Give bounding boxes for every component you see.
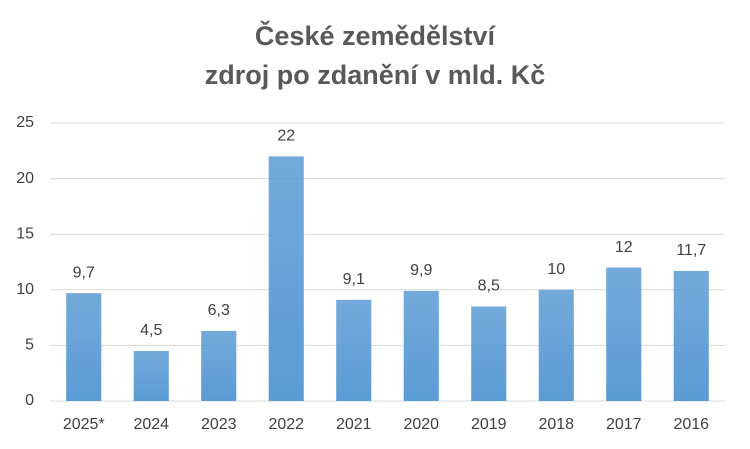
x-tick-label: 2017 bbox=[606, 416, 642, 433]
y-tick-label: 20 bbox=[16, 170, 34, 187]
x-tick-label: 2024 bbox=[133, 416, 169, 433]
y-tick-label: 10 bbox=[16, 281, 34, 298]
x-tick-label: 2023 bbox=[201, 416, 237, 433]
bar bbox=[471, 306, 507, 401]
data-label: 9,9 bbox=[410, 262, 432, 279]
bar bbox=[606, 267, 642, 401]
data-label: 11,7 bbox=[676, 242, 706, 259]
bar bbox=[538, 289, 574, 401]
x-tick-label: 2016 bbox=[673, 416, 709, 433]
x-tick-label: 2019 bbox=[471, 416, 507, 433]
data-label: 9,1 bbox=[343, 271, 365, 288]
bar bbox=[673, 270, 709, 401]
data-label: 12 bbox=[615, 239, 633, 256]
chart-subtitle: zdroj po zdanění v mld. Kč bbox=[205, 60, 546, 90]
data-label: 22 bbox=[277, 128, 295, 145]
bar bbox=[201, 330, 237, 401]
y-tick-label: 0 bbox=[25, 392, 34, 409]
x-tick-label: 2018 bbox=[538, 416, 574, 433]
data-label: 10 bbox=[547, 261, 565, 278]
x-tick-label: 2021 bbox=[336, 416, 372, 433]
y-tick-label: 25 bbox=[16, 114, 34, 131]
bar bbox=[403, 290, 439, 401]
x-tick-label: 2022 bbox=[268, 416, 304, 433]
data-label: 6,3 bbox=[208, 302, 230, 319]
data-label: 4,5 bbox=[140, 322, 162, 339]
bar bbox=[336, 299, 372, 401]
x-tick-label: 2025* bbox=[63, 416, 105, 433]
bar bbox=[133, 350, 169, 401]
y-tick-label: 15 bbox=[16, 225, 34, 242]
chart-title: České zemědělství bbox=[255, 20, 497, 51]
x-tick-label: 2020 bbox=[403, 416, 439, 433]
data-label: 8,5 bbox=[478, 278, 500, 295]
bar bbox=[268, 156, 304, 401]
y-tick-label: 5 bbox=[25, 337, 34, 354]
bar bbox=[66, 293, 102, 401]
data-label: 9,7 bbox=[73, 264, 95, 281]
